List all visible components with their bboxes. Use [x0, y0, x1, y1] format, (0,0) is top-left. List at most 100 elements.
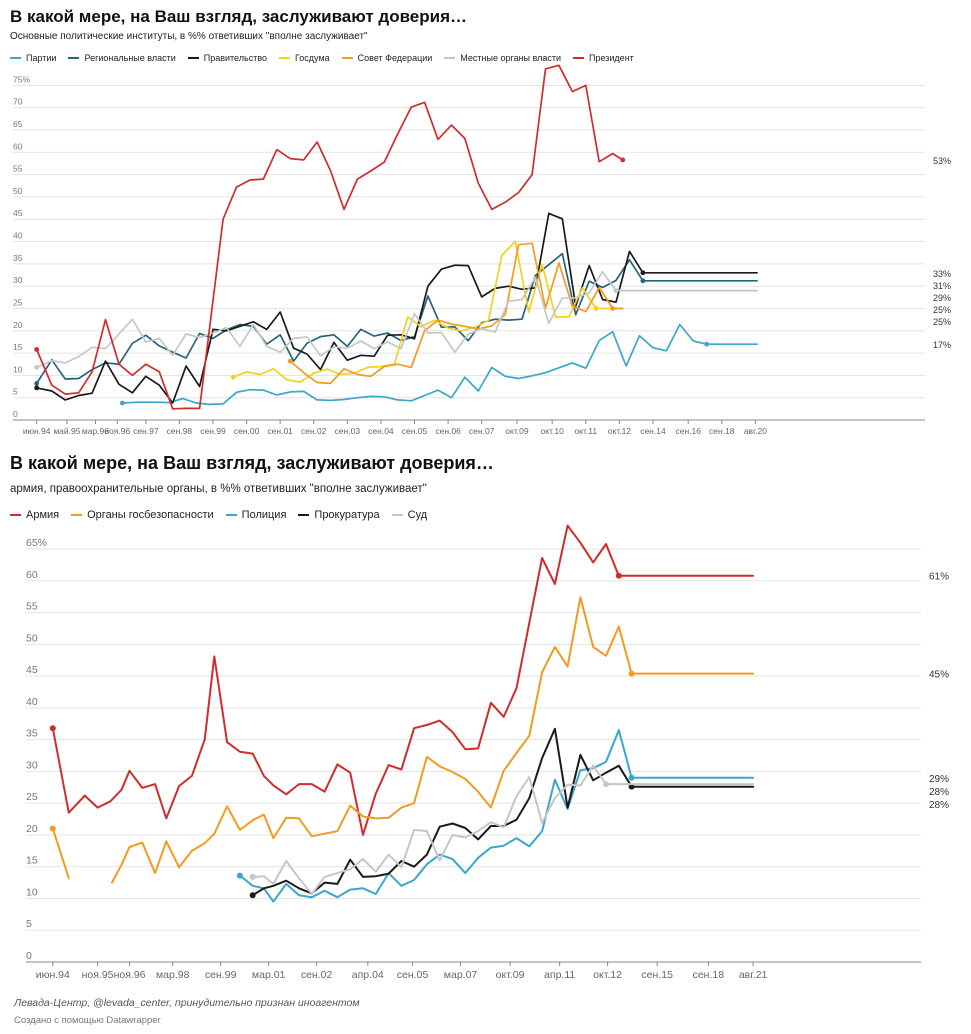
- end-value-label: 45%: [929, 670, 949, 681]
- x-tick-label: сен.18: [709, 426, 735, 436]
- x-tick-label: сен.02: [301, 426, 327, 436]
- series-start-dot: [34, 364, 40, 370]
- legend-item: Органы госбезопасности: [71, 509, 214, 521]
- x-tick-label: сен.14: [640, 426, 666, 436]
- legend-label: Органы госбезопасности: [87, 509, 214, 521]
- y-tick-label: 0: [13, 409, 18, 419]
- legend-swatch: [298, 514, 310, 516]
- y-tick-label: 35: [13, 253, 23, 263]
- series-end-dot: [610, 306, 616, 311]
- end-value-label: 28%: [929, 800, 949, 811]
- series-start-dot: [49, 725, 56, 732]
- end-value-label: 53%: [933, 156, 951, 166]
- x-tick-label: мар.98: [156, 969, 190, 981]
- y-tick-label: 50: [13, 186, 23, 196]
- series-start-dot: [249, 892, 256, 899]
- legend-label: Президент: [589, 53, 634, 63]
- x-tick-label: сен.18: [693, 969, 725, 981]
- end-value-label: 25%: [933, 305, 951, 315]
- y-tick-label: 50: [26, 632, 38, 644]
- legend-item: Прокуратура: [298, 509, 380, 521]
- datawrapper-credit[interactable]: Создано с помощью Datawrapper: [14, 1015, 161, 1026]
- x-tick-label: окт.09: [496, 969, 525, 981]
- y-tick-label: 5: [13, 387, 18, 397]
- series-end-dot: [628, 670, 635, 677]
- chart-1-legend: Партии Региональные власти Правительство Го…: [10, 53, 646, 63]
- x-tick-label: сен.00: [234, 426, 260, 436]
- source-note: Левада-Центр, @levada_center, принудител…: [14, 997, 360, 1009]
- x-tick-label: окт.11: [574, 426, 597, 436]
- series-line: [35, 271, 758, 369]
- chart-2-title: В какой мере, на Ваш взгляд, заслуживают…: [10, 453, 494, 473]
- legend-label: Прокуратура: [314, 509, 380, 521]
- y-tick-label: 40: [26, 696, 38, 708]
- x-tick-label: сен.97: [133, 426, 159, 436]
- y-tick-label: 70: [13, 97, 23, 107]
- series-start-dot: [287, 358, 293, 364]
- x-tick-label: сен.07: [469, 426, 495, 436]
- x-tick-label: окт.12: [593, 969, 622, 981]
- chart-political-institutions: 0 5 10 15 20 25 30 35 40 45 50 55 60 65 70 75% июн.94 май…: [0, 0, 971, 445]
- legend-item: Суд: [391, 509, 427, 521]
- x-tick-label: ноя.96: [114, 969, 146, 981]
- legend-label: Правительство: [203, 53, 268, 63]
- y-tick-label: 10: [26, 886, 38, 898]
- x-tick-label: окт.10: [541, 426, 565, 436]
- y-tick-label: 55: [13, 164, 23, 174]
- series-end-dot: [593, 306, 599, 311]
- x-tick-label: мар.96: [82, 426, 109, 436]
- y-tick-label: 20: [13, 320, 23, 330]
- end-value-label: 25%: [933, 317, 951, 327]
- series-end-dot: [640, 278, 646, 284]
- series-line: [35, 64, 624, 410]
- series-line: [232, 240, 624, 383]
- series-line: [111, 596, 755, 884]
- x-tick-label: сен.16: [675, 426, 701, 436]
- legend-label: Местные органы власти: [460, 53, 561, 63]
- series-start-dot: [230, 374, 236, 380]
- legend-swatch: [225, 514, 237, 516]
- x-tick-label: апр.04: [352, 969, 384, 981]
- legend-item: Госдума: [279, 53, 330, 63]
- y-tick-label: 60: [26, 569, 38, 581]
- series-start-dot: [34, 385, 40, 391]
- legend-label: Полиция: [241, 509, 287, 521]
- x-tick-label: мар.01: [252, 969, 286, 981]
- y-tick-label: 75%: [13, 74, 30, 84]
- y-tick-label: 15: [13, 342, 23, 352]
- series-start-dot: [49, 825, 56, 832]
- legend-swatch: [341, 57, 353, 59]
- x-tick-label: май.95: [53, 426, 80, 436]
- legend-swatch: [279, 57, 291, 59]
- x-tick-label: сен.06: [435, 426, 461, 436]
- y-tick-label: 60: [13, 141, 23, 151]
- series-start-dot: [34, 381, 40, 386]
- series-end-dot: [603, 781, 610, 788]
- x-tick-label: сен.99: [200, 426, 226, 436]
- legend-swatch: [10, 57, 21, 59]
- y-tick-label: 40: [13, 231, 23, 241]
- chart-2-legend: Армия Органы госбезопасности Полиция Прокур…: [10, 509, 439, 521]
- end-value-label: 28%: [929, 787, 949, 798]
- legend-label: Совет Федерации: [357, 53, 433, 63]
- x-tick-label: сен.04: [368, 426, 394, 436]
- legend-item: Региональные власти: [68, 53, 176, 63]
- x-tick-label: сен.15: [641, 969, 673, 981]
- y-tick-label: 65%: [26, 537, 47, 549]
- x-tick-label: сен.02: [301, 969, 333, 981]
- x-tick-label: авг.20: [744, 426, 767, 436]
- y-tick-label: 25: [26, 791, 38, 803]
- series-end-dot: [613, 288, 619, 294]
- chart-1-title: В какой мере, на Ваш взгляд, заслуживают…: [10, 7, 468, 26]
- x-tick-label: ноя.95: [82, 969, 114, 981]
- y-tick-label: 30: [26, 759, 38, 771]
- series-line: [121, 323, 758, 406]
- y-tick-label: 55: [26, 601, 38, 613]
- legend-label: Партии: [26, 53, 57, 63]
- y-tick-label: 20: [26, 823, 38, 835]
- series-start-dot: [249, 873, 256, 880]
- x-tick-label: сен.99: [205, 969, 237, 981]
- legend-item: Президент: [573, 53, 634, 63]
- legend-item: Партии: [10, 53, 56, 63]
- legend-label: Региональные власти: [84, 53, 176, 63]
